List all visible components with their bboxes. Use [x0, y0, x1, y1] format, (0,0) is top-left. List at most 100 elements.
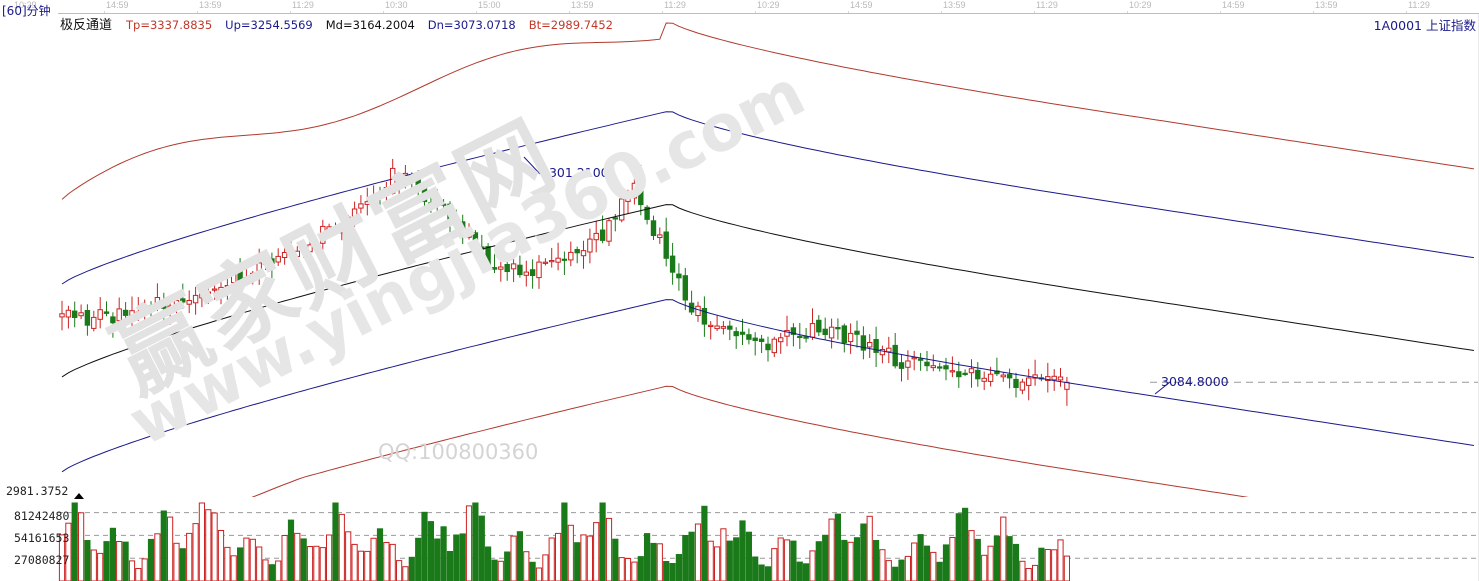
volume-bar: [841, 539, 848, 581]
candle-body: [224, 285, 231, 288]
candle-body: [72, 310, 78, 319]
candle-body: [739, 331, 746, 335]
volume-bar: [974, 538, 981, 581]
volume-bar: [1000, 516, 1007, 581]
symbol-label[interactable]: 1A0001 上证指数: [1374, 15, 1476, 34]
candle-body: [892, 344, 898, 367]
candle-body: [962, 372, 968, 375]
volume-bar: [739, 520, 746, 581]
candle-body: [250, 272, 256, 280]
candle-body: [199, 290, 205, 299]
candle-body: [631, 182, 638, 199]
candle-body: [1026, 377, 1032, 386]
time-tick-6: 13:59: [571, 0, 594, 10]
candle-body: [161, 300, 167, 309]
volume-bar: [593, 522, 600, 581]
volume-bar: [1063, 555, 1071, 581]
indicator-name[interactable]: 极反通道: [60, 18, 113, 33]
candle-body: [421, 186, 428, 203]
volume-bar: [574, 542, 581, 581]
volume-bar: [714, 546, 721, 581]
volume-bar: [911, 542, 918, 581]
volume-bar: [421, 511, 428, 581]
candle-body: [231, 270, 237, 284]
candle-body: [529, 269, 536, 276]
volume-bar: [777, 537, 784, 581]
time-tick-mark-14: [1313, 11, 1314, 14]
candle-body: [78, 312, 84, 317]
volume-bar: [192, 523, 199, 581]
volume-bar: [351, 543, 358, 581]
volume-bar: [281, 535, 288, 581]
candle-body: [733, 331, 739, 337]
time-tick-7: 11:29: [664, 0, 686, 10]
volume-bar: [230, 555, 237, 581]
volume-bar: [930, 551, 937, 581]
candle-body: [981, 377, 987, 382]
candle-body: [536, 261, 542, 279]
candle-body: [612, 217, 618, 220]
candle-body: [173, 300, 180, 307]
volume-axis-label-1: 81242480: [14, 509, 70, 523]
candle-body: [301, 248, 307, 251]
volume-bar: [237, 547, 244, 581]
volume-bar: [1012, 543, 1020, 581]
price-axis-min-label: 2981.3752: [6, 484, 69, 498]
candle-body: [485, 246, 491, 267]
time-tick-1: 14:59: [106, 0, 129, 10]
volume-bar: [981, 554, 988, 581]
volume-bar: [211, 512, 218, 581]
time-tick-mark-5: [476, 11, 477, 14]
volume-bar: [682, 535, 689, 581]
candle-body: [262, 259, 269, 265]
volume-bar: [637, 556, 644, 581]
tp-line: [61, 22, 1474, 200]
volume-bar: [1019, 560, 1026, 581]
volume-bar: [154, 533, 161, 581]
volume-bar: [822, 534, 829, 581]
candle-body: [332, 226, 339, 232]
candle-body: [975, 369, 981, 380]
volume-chart-pane[interactable]: [0, 497, 1479, 581]
volume-bar: [962, 507, 969, 581]
channel-lines: [61, 22, 1474, 497]
callout-leaders: [523, 156, 1171, 395]
volume-bar: [103, 541, 110, 581]
candle-body: [676, 273, 682, 279]
indicator-value-up: Up=3254.5569: [225, 18, 313, 32]
candle-body: [568, 251, 574, 261]
candle-body: [154, 297, 161, 309]
volume-bar: [434, 538, 441, 581]
volume-bar: [535, 567, 543, 581]
period-label[interactable]: [60]分钟: [2, 4, 51, 18]
volume-bar: [860, 523, 867, 581]
candle-body: [873, 339, 879, 353]
candle-body: [1057, 376, 1064, 381]
candle-body: [364, 201, 371, 205]
candle-body: [116, 308, 122, 322]
volume-bar: [78, 512, 85, 581]
volume-bar: [764, 566, 772, 581]
candle-body: [269, 258, 275, 265]
time-tick-mark-8: [755, 11, 756, 14]
indicator-value-bt: Bt=2989.7452: [528, 18, 613, 32]
volume-bar: [186, 532, 193, 581]
candle-body: [650, 220, 657, 237]
volume-gridlines: [58, 512, 1479, 559]
candle-body: [491, 267, 498, 270]
volume-bar: [618, 557, 625, 581]
candle-body: [606, 220, 612, 242]
volume-bar: [478, 515, 485, 581]
volume-bar: [332, 502, 339, 581]
up-line: [61, 111, 1474, 285]
candle-body: [816, 319, 822, 333]
time-tick-9: 14:59: [850, 0, 873, 10]
volume-bar: [319, 547, 326, 581]
candle-body: [129, 310, 135, 317]
candle-body: [218, 286, 224, 293]
volume-bar: [624, 558, 632, 581]
price-chart-pane[interactable]: [0, 16, 1479, 497]
candle-body: [288, 249, 294, 254]
volume-bar: [936, 561, 943, 581]
time-tick-mark-12: [1127, 11, 1128, 14]
